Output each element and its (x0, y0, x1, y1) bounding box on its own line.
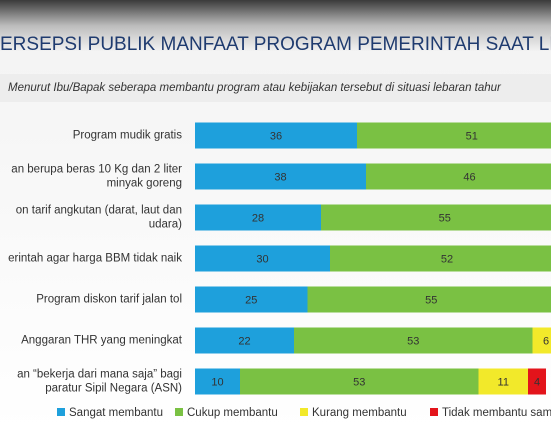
bar-segment (478, 368, 528, 395)
value-label: 11 (498, 376, 509, 388)
value-label: 30 (256, 253, 268, 265)
value-label: 52 (441, 253, 453, 265)
value-label: 55 (439, 212, 451, 224)
bar-segment (307, 286, 551, 313)
category-label-line: on tarif angkutan (darat, laut dan (16, 205, 182, 217)
legend-swatch (175, 408, 183, 416)
bar-segment (195, 286, 308, 313)
legend-label: Cukup membantu (187, 407, 278, 419)
value-label: 53 (353, 376, 365, 388)
category-label: Anggaran THR yang meningkat (21, 335, 183, 347)
legend-label: Kurang membantu (312, 407, 407, 419)
bar-segment (528, 368, 546, 395)
legend-swatch (300, 408, 308, 416)
category-label: Program diskon tarif jalan tol (36, 294, 182, 306)
legend-label: Sangat membantu (69, 407, 163, 419)
category-label-line: udara) (149, 219, 182, 231)
category-label-line: an “bekerja dari mana saja” bagi (17, 369, 182, 381)
bar-segment (195, 368, 240, 395)
value-label: 22 (238, 335, 250, 347)
value-label: 53 (407, 335, 419, 347)
bar-segment (366, 163, 551, 190)
value-label: 4 (534, 376, 540, 388)
chart-subtitle: Menurut Ibu/Bapak seberapa membantu prog… (8, 82, 502, 94)
category-label-line: minyak goreng (107, 178, 182, 190)
value-label: 36 (270, 130, 282, 142)
bar-segment (195, 163, 366, 190)
value-label: 51 (466, 130, 478, 142)
value-label: 46 (463, 171, 475, 183)
value-label: 38 (274, 171, 286, 183)
value-label: 55 (425, 294, 437, 306)
value-label: 25 (245, 294, 257, 306)
bar-segment (357, 122, 551, 149)
legend-swatch (57, 408, 65, 416)
bar-segment (330, 245, 551, 272)
bar-segment (532, 327, 551, 354)
category-label: erintah agar harga BBM tidak naik (8, 253, 182, 265)
value-label: 28 (252, 212, 264, 224)
subtitle-band (0, 74, 551, 102)
bar-segment (240, 368, 479, 395)
category-label-line: an berupa beras 10 Kg dan 2 liter (11, 164, 182, 176)
category-label: an “bekerja dari mana saja” bagi paratur … (17, 369, 182, 395)
bar-segment (195, 327, 294, 354)
bar-segment (195, 245, 330, 272)
bar-segment (195, 122, 357, 149)
bar-segment (195, 204, 321, 231)
category-label: an berupa beras 10 Kg dan 2 liter minyak … (11, 164, 182, 190)
chart-title: ERSEPSI PUBLIK MANFAAT PROGRAM PEMERINTA… (0, 34, 551, 55)
category-label: Program mudik gratis (73, 130, 183, 142)
legend-label: Tidak membantu sam (442, 407, 551, 419)
category-label: on tarif angkutan (darat, laut dan udara) (16, 205, 182, 231)
category-label-line: paratur Sipil Negara (ASN) (45, 383, 182, 395)
bar-segment (321, 204, 551, 231)
value-label: 10 (211, 376, 223, 388)
bar-segment (294, 327, 533, 354)
legend-swatch (430, 408, 438, 416)
value-label: 6 (543, 335, 549, 347)
